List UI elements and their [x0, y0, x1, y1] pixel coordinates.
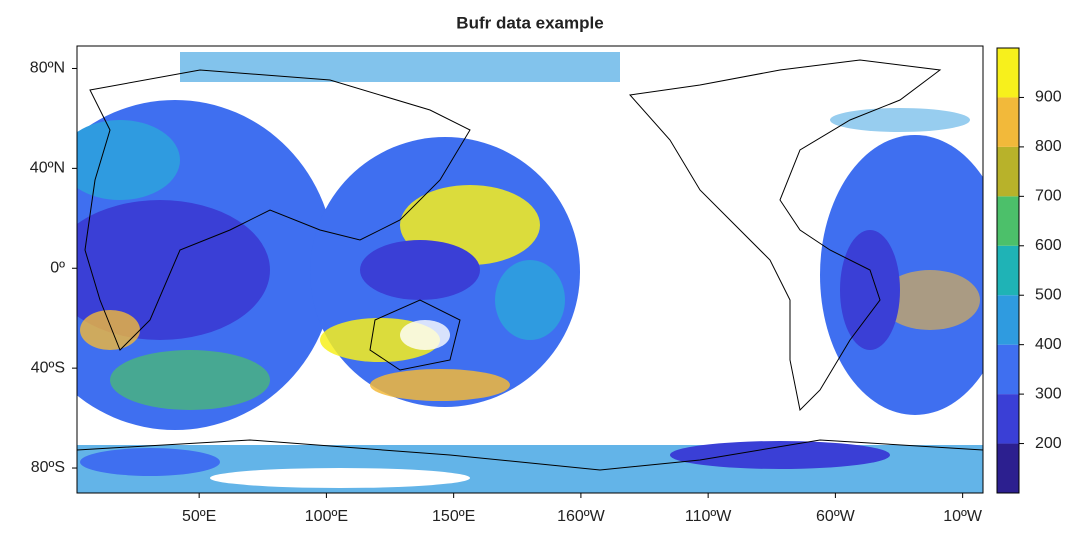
swath [495, 260, 565, 340]
y-tick-label: 0º [50, 259, 65, 276]
coastline [629, 59, 942, 412]
colorbar-tick-label: 600 [1035, 237, 1062, 254]
colorbar-tick-label: 900 [1035, 89, 1062, 106]
x-tick-label: 150ºE [432, 508, 475, 525]
x-tick-label: 50ºE [182, 508, 216, 525]
x-tick-label: 10ºW [943, 508, 983, 525]
swath [180, 52, 620, 82]
swath [880, 270, 980, 330]
swath [370, 369, 510, 401]
swath [360, 240, 480, 300]
swath [77, 200, 270, 340]
x-tick-label: 60ºW [816, 508, 856, 525]
colorbar-tick-label: 700 [1035, 188, 1062, 205]
y-tick-label: 80ºN [30, 60, 65, 77]
colorbar-band [997, 196, 1019, 246]
coastline [77, 439, 983, 471]
colorbar-frame [996, 47, 1020, 494]
y-tick-label: 40ºN [30, 160, 65, 177]
coastline [84, 69, 471, 351]
colorbar-band [997, 443, 1019, 493]
colorbar-band [997, 394, 1019, 444]
colorbar-band [997, 48, 1019, 98]
swath [80, 310, 140, 350]
swath [110, 350, 270, 410]
colorbar-band [997, 344, 1019, 395]
chart-title: Bufr data example [456, 13, 603, 32]
plot-frame [76, 45, 984, 494]
coastline [369, 299, 461, 371]
colorbar-band [997, 146, 1019, 197]
colorbar-tick-label: 200 [1035, 435, 1062, 452]
colorbar-band [997, 97, 1019, 147]
colorbar-band [997, 245, 1019, 296]
observations [77, 52, 983, 493]
colorbar-band [997, 295, 1019, 345]
colorbar-tick-label: 400 [1035, 336, 1062, 353]
x-tick-label: 160ºW [557, 508, 606, 525]
swath [670, 441, 890, 469]
swath [80, 448, 220, 476]
y-tick-label: 40ºS [31, 359, 65, 376]
colorbar-tick-label: 800 [1035, 138, 1062, 155]
x-tick-label: 100ºE [305, 508, 348, 525]
swath [77, 120, 180, 200]
x-tick-label: 110ºW [685, 508, 732, 525]
swath [400, 320, 450, 350]
swath [210, 468, 470, 488]
colorbar-tick-label: 500 [1035, 286, 1062, 303]
y-tick-label: 80ºS [31, 459, 65, 476]
colorbar-tick-label: 300 [1035, 385, 1062, 402]
swath [840, 230, 900, 350]
